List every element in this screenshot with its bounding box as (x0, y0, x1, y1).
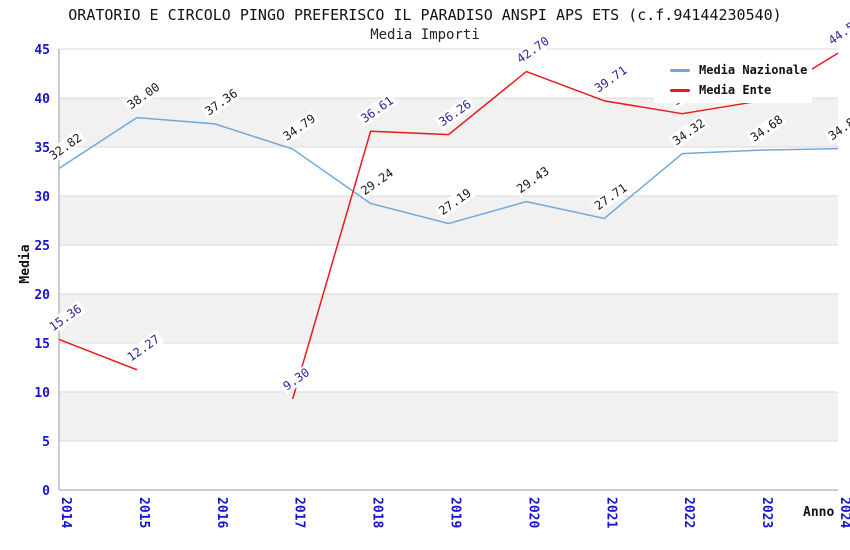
blue-line-swatch-icon (670, 68, 690, 72)
x-tick-label: 2022 (681, 497, 696, 528)
media-ente-line (58, 338, 138, 371)
y-tick-label: 40 (34, 92, 50, 107)
data-point-label: 29.24 (356, 164, 398, 200)
shaded-band (59, 392, 838, 441)
svg-text:29.43: 29.43 (514, 164, 552, 196)
legend-label-media-nazionale: Media Nazionale (699, 63, 808, 77)
x-tick-label: 2018 (370, 497, 385, 528)
y-tick-label: 30 (34, 190, 50, 205)
x-tick-label: 2015 (136, 497, 151, 528)
x-tick-label: 2017 (292, 497, 307, 528)
x-tick-label: 2016 (214, 497, 229, 528)
x-tick-label: 2020 (525, 497, 540, 528)
y-tick-label: 10 (34, 386, 50, 401)
y-tick-label: 5 (42, 435, 50, 450)
y-tick-label: 20 (34, 288, 50, 303)
y-tick-label: 45 (34, 43, 50, 58)
svg-text:29.24: 29.24 (358, 166, 396, 198)
x-axis-title: Anno (803, 505, 835, 520)
media-nazionale-line (58, 116, 839, 225)
chart-subtitle: Media Importi (370, 27, 480, 43)
x-tick-label: 2023 (759, 497, 774, 528)
y-tick-label: 15 (34, 337, 50, 352)
x-tick-label: 2021 (603, 497, 618, 528)
y-tick-label: 25 (34, 239, 50, 254)
y-axis-title: Media (18, 244, 33, 284)
x-tick-label: 2024 (837, 497, 850, 528)
svg-text:39.71: 39.71 (592, 63, 630, 95)
legend-item-media-nazionale: Media Nazionale (670, 63, 812, 77)
data-point-label: 9.30 (278, 363, 314, 395)
data-point-label: 29.43 (512, 162, 554, 198)
legend-item-media-ente: Media Ente (670, 83, 812, 97)
y-tick-label: 35 (34, 141, 50, 156)
chart-legend: Media Nazionale Media Ente (654, 57, 812, 103)
legend-label-media-ente: Media Ente (699, 83, 772, 97)
data-point-label: 39.71 (590, 61, 632, 97)
y-tick-label: 0 (42, 484, 50, 499)
media-ente-line (291, 52, 839, 400)
red-line-swatch-icon (670, 88, 690, 92)
x-tick-label: 2014 (58, 497, 73, 528)
shaded-band (59, 294, 838, 343)
chart-title: ORATORIO E CIRCOLO PINGO PREFERISCO IL P… (68, 6, 782, 24)
x-tick-label: 2019 (448, 497, 463, 528)
